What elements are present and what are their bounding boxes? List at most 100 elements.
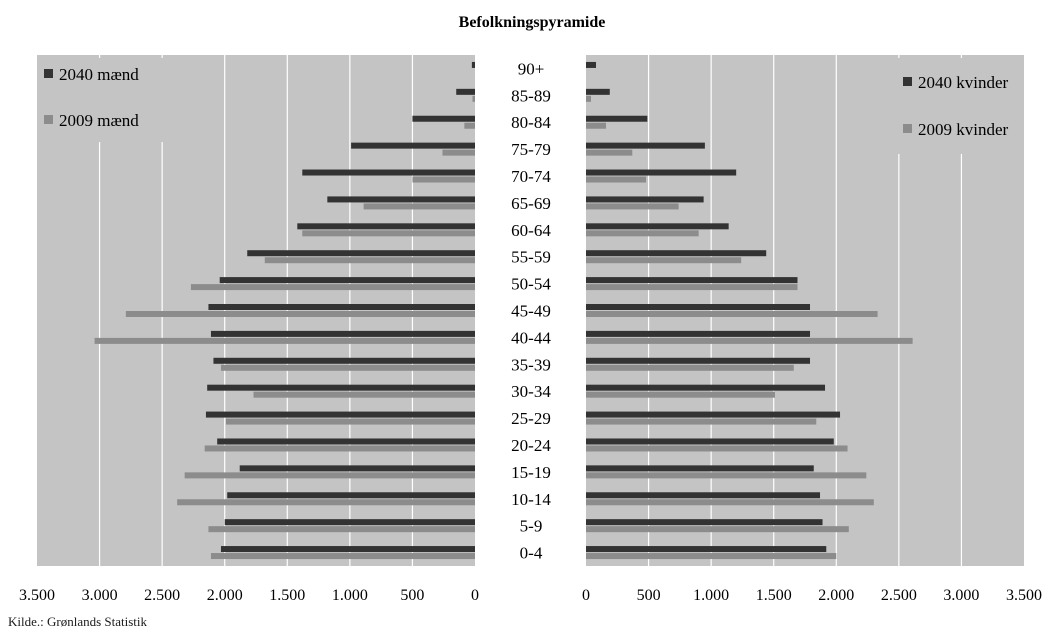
bar-2009-maend: [125, 311, 475, 317]
age-group-label: 45-49: [511, 302, 551, 321]
bar-2009-kvinder: [586, 95, 592, 102]
bar-2040-kvinder: [586, 519, 823, 526]
right-tick-label: 2.000: [818, 587, 854, 604]
bar-2009-maend: [208, 526, 475, 533]
right-tick-label: 3.500: [1006, 587, 1042, 604]
bar-2009-kvinder: [586, 418, 817, 425]
bar-2040-maend: [456, 88, 475, 95]
bar-2009-maend: [412, 176, 475, 183]
bar-2009-kvinder: [586, 203, 679, 210]
bar-2040-kvinder: [586, 465, 814, 472]
bar-2040-kvinder: [586, 250, 767, 257]
legend-label-2009-kvinder: 2009 kvinder: [918, 120, 1009, 139]
bar-2040-kvinder: [586, 357, 811, 364]
age-group-label: 85-89: [511, 86, 551, 105]
bar-2040-kvinder: [586, 88, 610, 95]
left-tick-label: 3.500: [19, 587, 55, 604]
bar-2009-kvinder: [586, 311, 878, 317]
bar-2040-kvinder: [586, 384, 826, 391]
bar-2040-kvinder: [586, 142, 705, 149]
legend-swatch-2040-kvinder: [903, 77, 912, 86]
bar-2009-maend: [177, 499, 475, 506]
bar-2009-maend: [442, 149, 475, 156]
bar-2040-maend: [327, 196, 475, 203]
bar-2040-maend: [207, 384, 476, 391]
bar-2009-kvinder: [586, 176, 647, 183]
right-tick-label: 3.000: [943, 587, 979, 604]
right-tick-label: 2.500: [881, 587, 917, 604]
age-group-label: 20-24: [511, 436, 551, 455]
bar-2009-maend: [204, 445, 476, 452]
bar-2040-maend: [239, 465, 475, 472]
bar-2040-maend: [247, 250, 475, 257]
bar-2009-maend: [464, 122, 475, 129]
bar-2040-kvinder: [586, 196, 704, 203]
bar-2040-kvinder: [586, 330, 811, 337]
age-group-label: 80-84: [511, 113, 551, 132]
legend-label-2040-kvinder: 2040 kvinder: [918, 73, 1009, 92]
legend-swatch-2009-maend: [44, 115, 53, 124]
bar-2009-maend: [253, 391, 475, 398]
bar-2040-maend: [208, 304, 475, 310]
age-group-label: 25-29: [511, 409, 551, 428]
right-tick-label: 500: [637, 587, 661, 604]
legend-swatch-2040-maend: [44, 69, 53, 78]
bar-2040-maend: [297, 223, 475, 230]
bar-2040-maend: [471, 61, 475, 68]
right-tick-label: 1.000: [693, 587, 729, 604]
bar-2009-kvinder: [586, 122, 607, 129]
bar-2009-kvinder: [586, 337, 913, 344]
bar-2009-maend: [472, 95, 475, 102]
bar-2009-kvinder: [586, 284, 798, 291]
bar-2040-maend: [213, 357, 476, 364]
bar-2009-maend: [264, 257, 475, 264]
age-group-label: 60-64: [511, 221, 551, 240]
age-group-label: 40-44: [511, 328, 551, 347]
age-group-label: 15-19: [511, 463, 551, 482]
bar-2009-kvinder: [586, 472, 867, 479]
bar-2009-kvinder: [586, 526, 849, 533]
source-note: Kilde.: Grønlands Statistik: [8, 614, 148, 629]
bar-2009-kvinder: [586, 364, 794, 371]
age-group-label: 0-4: [520, 544, 543, 563]
bar-2040-kvinder: [586, 411, 841, 418]
age-group-label: 55-59: [511, 248, 551, 267]
age-group-label: 70-74: [511, 167, 551, 186]
bar-2009-kvinder: [586, 553, 837, 560]
age-group-label: 30-34: [511, 382, 551, 401]
left-tick-label: 500: [400, 587, 424, 604]
bar-2040-maend: [227, 492, 475, 499]
chart-title: Befolkningspyramide: [459, 14, 606, 31]
bar-2009-maend: [94, 337, 476, 344]
bar-2040-kvinder: [586, 546, 827, 553]
bar-2040-maend: [302, 169, 475, 176]
bar-2009-kvinder: [586, 230, 699, 237]
right-legend-box: [895, 58, 1023, 154]
left-tick-label: 2.000: [207, 587, 243, 604]
bar-2040-kvinder: [586, 304, 811, 310]
bar-2040-kvinder: [586, 223, 729, 230]
bar-2040-maend: [220, 546, 475, 553]
bar-2009-maend: [302, 230, 475, 237]
bar-2040-kvinder: [586, 277, 798, 284]
bar-2009-kvinder: [586, 257, 742, 264]
age-group-label: 10-14: [511, 490, 551, 509]
legend-label-2009-maend: 2009 mænd: [59, 111, 139, 130]
bar-2009-kvinder: [586, 445, 848, 452]
left-tick-label: 3.000: [82, 587, 118, 604]
right-tick-label: 0: [582, 587, 590, 604]
bar-2040-maend: [412, 115, 475, 122]
bar-2040-maend: [219, 277, 475, 284]
age-group-label: 75-79: [511, 140, 551, 159]
age-group-label: 50-54: [511, 275, 551, 294]
right-tick-label: 1.500: [756, 587, 792, 604]
bar-2009-maend: [220, 364, 475, 371]
bar-2009-maend: [363, 203, 475, 210]
bar-2040-kvinder: [586, 115, 648, 122]
left-tick-label: 0: [471, 587, 479, 604]
bar-2040-kvinder: [586, 61, 597, 68]
bar-2009-maend: [210, 553, 475, 560]
bar-2040-maend: [210, 330, 475, 337]
bar-2009-maend: [190, 284, 475, 291]
left-tick-label: 1.500: [269, 587, 305, 604]
